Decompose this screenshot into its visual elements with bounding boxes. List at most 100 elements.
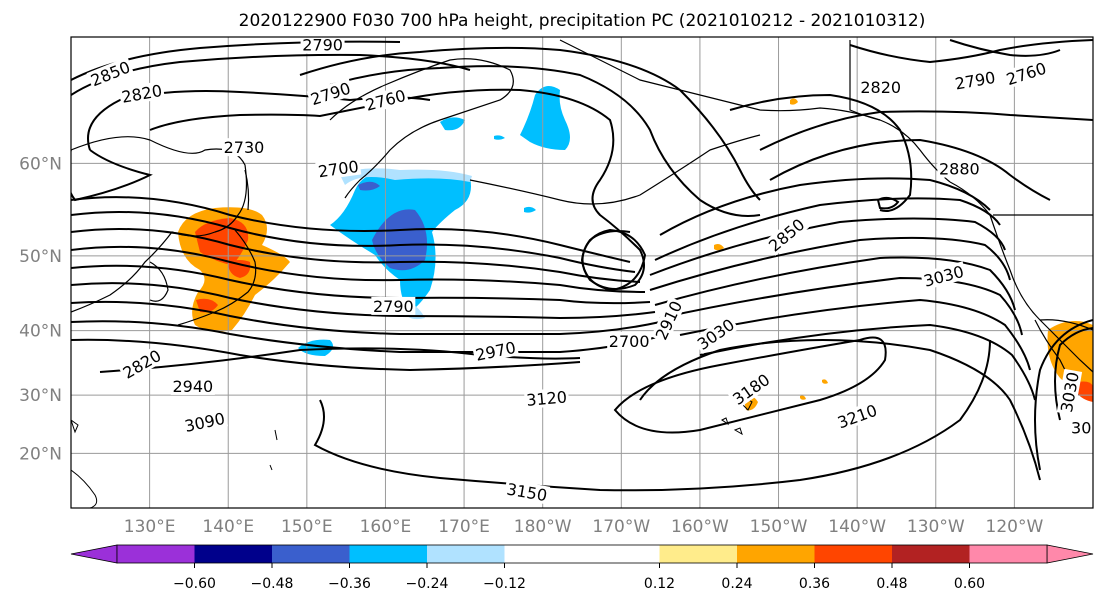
contour-jet-4 (71, 245, 646, 293)
height-contours (71, 39, 1093, 492)
colorbar-tick-label: −0.24 (406, 576, 449, 592)
longitude-label: 150°E (281, 517, 333, 537)
longitude-label: 140°E (202, 517, 254, 537)
contour-west-1 (71, 149, 153, 202)
contour-label-bg (300, 37, 345, 54)
contour-california-1 (1034, 319, 1093, 471)
contour-2790-north (299, 46, 761, 201)
latitude-labels: 60°N 50°N 40°N 30°N 20°N (19, 154, 62, 464)
contour-label-bg (1056, 368, 1083, 416)
contour-label: 3120 (523, 387, 570, 410)
colorbar-segment (504, 545, 660, 563)
contour-label-bg (920, 261, 968, 291)
colorbar-tick-label: −0.12 (483, 576, 526, 592)
contour-label-text: 2790 (373, 297, 414, 316)
contour-label-text: 2700 (609, 332, 650, 351)
colorbar-tick-label: −0.60 (173, 576, 216, 592)
contour-jet-6 (71, 282, 656, 320)
colorbar-tick-label: 0.60 (954, 576, 985, 592)
colorbar-tick-label: 0.36 (799, 576, 830, 592)
contour-3030 (649, 236, 1011, 291)
coast-kamchatka (329, 58, 514, 199)
precip-strong-california (1076, 381, 1093, 402)
contour-2880 (759, 110, 1093, 151)
contour-jet-3 (71, 227, 641, 283)
contour-3060 (654, 256, 1016, 311)
contour-label: 2790 (371, 296, 416, 316)
precip-negative-spot-2 (524, 206, 536, 213)
colorbar (70, 544, 1094, 564)
longitude-label: 180°W (514, 517, 572, 537)
contour-jet-2 (71, 210, 636, 273)
longitude-label: 170°W (592, 517, 650, 537)
colorbar-tick-label: 0.12 (644, 576, 675, 592)
colorbar-segment (659, 545, 737, 563)
islands (71, 397, 753, 508)
contour-2940 (659, 177, 991, 236)
island-taiwan (71, 419, 79, 434)
colorbar-segment (737, 545, 815, 563)
precip-negative-kamchatka-light (340, 168, 472, 185)
precip-positive-spot (790, 98, 798, 105)
colorbar-segment (349, 545, 427, 563)
coast-sakhalin (244, 169, 250, 211)
precip-negative-bering (520, 86, 570, 150)
contour-label: 2730 (221, 138, 266, 157)
precip-positive-spot-2 (714, 244, 724, 251)
latitude-label: 30°N (19, 386, 62, 406)
longitude-label: 120°W (986, 517, 1044, 537)
contour-label-text: 2790 (302, 36, 343, 55)
contour-label-bg (315, 156, 362, 181)
precip-moderate-kamchatka-2 (358, 181, 380, 191)
latitude-label: 50°N (19, 247, 62, 267)
map-frame (70, 36, 1094, 509)
contour-3090-east (659, 276, 1023, 336)
contour-label-text: 30 (1071, 419, 1091, 438)
contour-label: 2700 (315, 156, 362, 181)
contour-jet-1 (71, 196, 631, 263)
contour-label-bg (221, 138, 266, 157)
precip-positive-spot-3 (800, 395, 806, 400)
contour-label-bg (727, 369, 775, 409)
contour-3210 (613, 336, 887, 434)
island-philippines (71, 469, 98, 508)
contour-2760-north (329, 65, 761, 217)
contour-label-bg (937, 159, 982, 178)
colorbar-segment (194, 545, 272, 563)
longitude-labels: 130°E 140°E 150°E 160°E 170°E 180°W 170°W 160°W… (124, 517, 1044, 537)
contour-label-bg (118, 345, 166, 383)
contour-label-bg (951, 67, 999, 93)
colorbar-extend-low (70, 544, 118, 564)
contour-label-text: 2880 (939, 160, 980, 179)
contour-2790-east (949, 39, 1061, 57)
precip-strong-japan-3 (196, 298, 218, 313)
contour-label-bg (858, 77, 903, 96)
latitude-label: 20°N (19, 444, 62, 464)
island-marianas (269, 429, 278, 471)
contour-3180 (639, 339, 1041, 481)
colorbar-segment (272, 545, 350, 563)
contour-label-bg (306, 78, 355, 109)
contour-2910 (769, 138, 1051, 201)
contour-label-bg (371, 296, 416, 315)
contour-3120 (99, 347, 581, 373)
colorbar-segment (427, 545, 505, 563)
contour-2820-east (849, 39, 1093, 64)
island-hawaii-3 (733, 427, 743, 436)
contour-label-bg (170, 376, 215, 395)
contour-label: 2820 (118, 80, 165, 107)
coast-aleutians (469, 134, 761, 205)
island-hawaii-2 (721, 417, 729, 426)
contour-label-bg (361, 85, 410, 115)
contour-label-bg (118, 80, 165, 107)
contour-label-bg (692, 314, 739, 355)
longitude-label: 160°W (671, 517, 729, 537)
contour-label-bg (651, 296, 686, 344)
precip-negative-bering-2 (440, 117, 465, 131)
contour-label: 30 (1069, 418, 1093, 438)
coast-asia (71, 136, 248, 313)
colorbar-tick-label: −0.36 (328, 576, 371, 592)
longitude-label: 150°W (750, 517, 808, 537)
